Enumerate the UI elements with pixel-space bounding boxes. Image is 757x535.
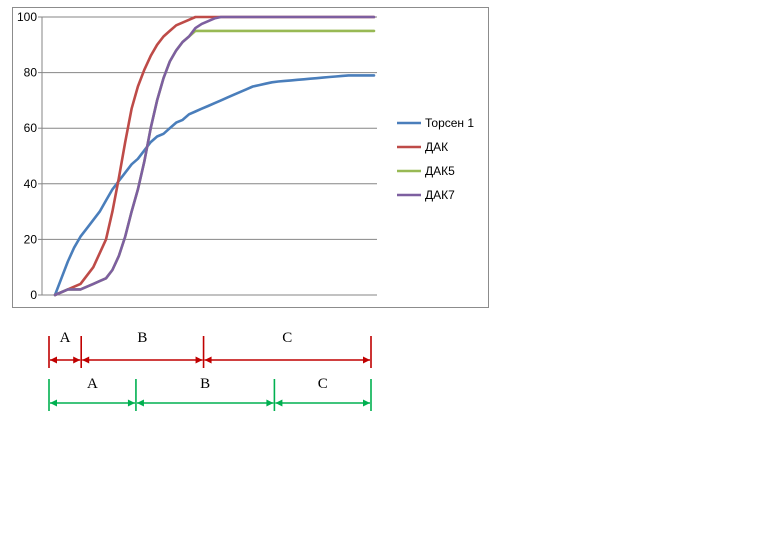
arrowhead-right: [127, 399, 135, 407]
y-tick-label: 80: [24, 66, 38, 80]
phase-label: A: [87, 376, 98, 392]
y-tick-label: 100: [17, 10, 37, 24]
legend-label: Торсен 1: [425, 116, 474, 130]
y-axis-ticks: 0 20 40 60 80 100: [17, 10, 42, 302]
phase-label: C: [318, 376, 328, 392]
arrowhead-right: [73, 356, 81, 364]
arrowhead-left: [50, 399, 57, 407]
series-line-4: [53, 15, 376, 297]
arrowhead-right: [266, 399, 274, 407]
arrowhead-left: [136, 399, 144, 407]
phase-label: C: [282, 330, 292, 346]
y-tick-label: 0: [30, 288, 37, 302]
arrowhead-left: [204, 356, 212, 364]
chart-frame: [12, 7, 489, 308]
arrowhead-left: [275, 399, 283, 407]
legend-label: ДАК5: [425, 164, 455, 178]
phase-label: B: [137, 330, 147, 346]
y-tick-label: 60: [24, 121, 38, 135]
y-tick-label: 20: [24, 232, 38, 246]
arrowhead-left: [82, 356, 90, 364]
arrowhead-right: [363, 356, 370, 364]
series-lines: [53, 15, 376, 297]
arrowhead-right: [195, 356, 203, 364]
series-line-1: [53, 74, 376, 297]
y-tick-label: 40: [24, 177, 38, 191]
arrowhead-right: [363, 399, 370, 407]
legend-label: ДАК: [425, 140, 448, 154]
phase-label: A: [60, 330, 71, 346]
legend: Торсен 1 ДАК ДАК5 ДАК7: [397, 116, 474, 202]
phase-markers: A B C A B C: [48, 330, 372, 411]
legend-label: ДАК7: [425, 188, 455, 202]
phase-label: B: [200, 376, 210, 392]
arrowhead-left: [50, 356, 57, 364]
